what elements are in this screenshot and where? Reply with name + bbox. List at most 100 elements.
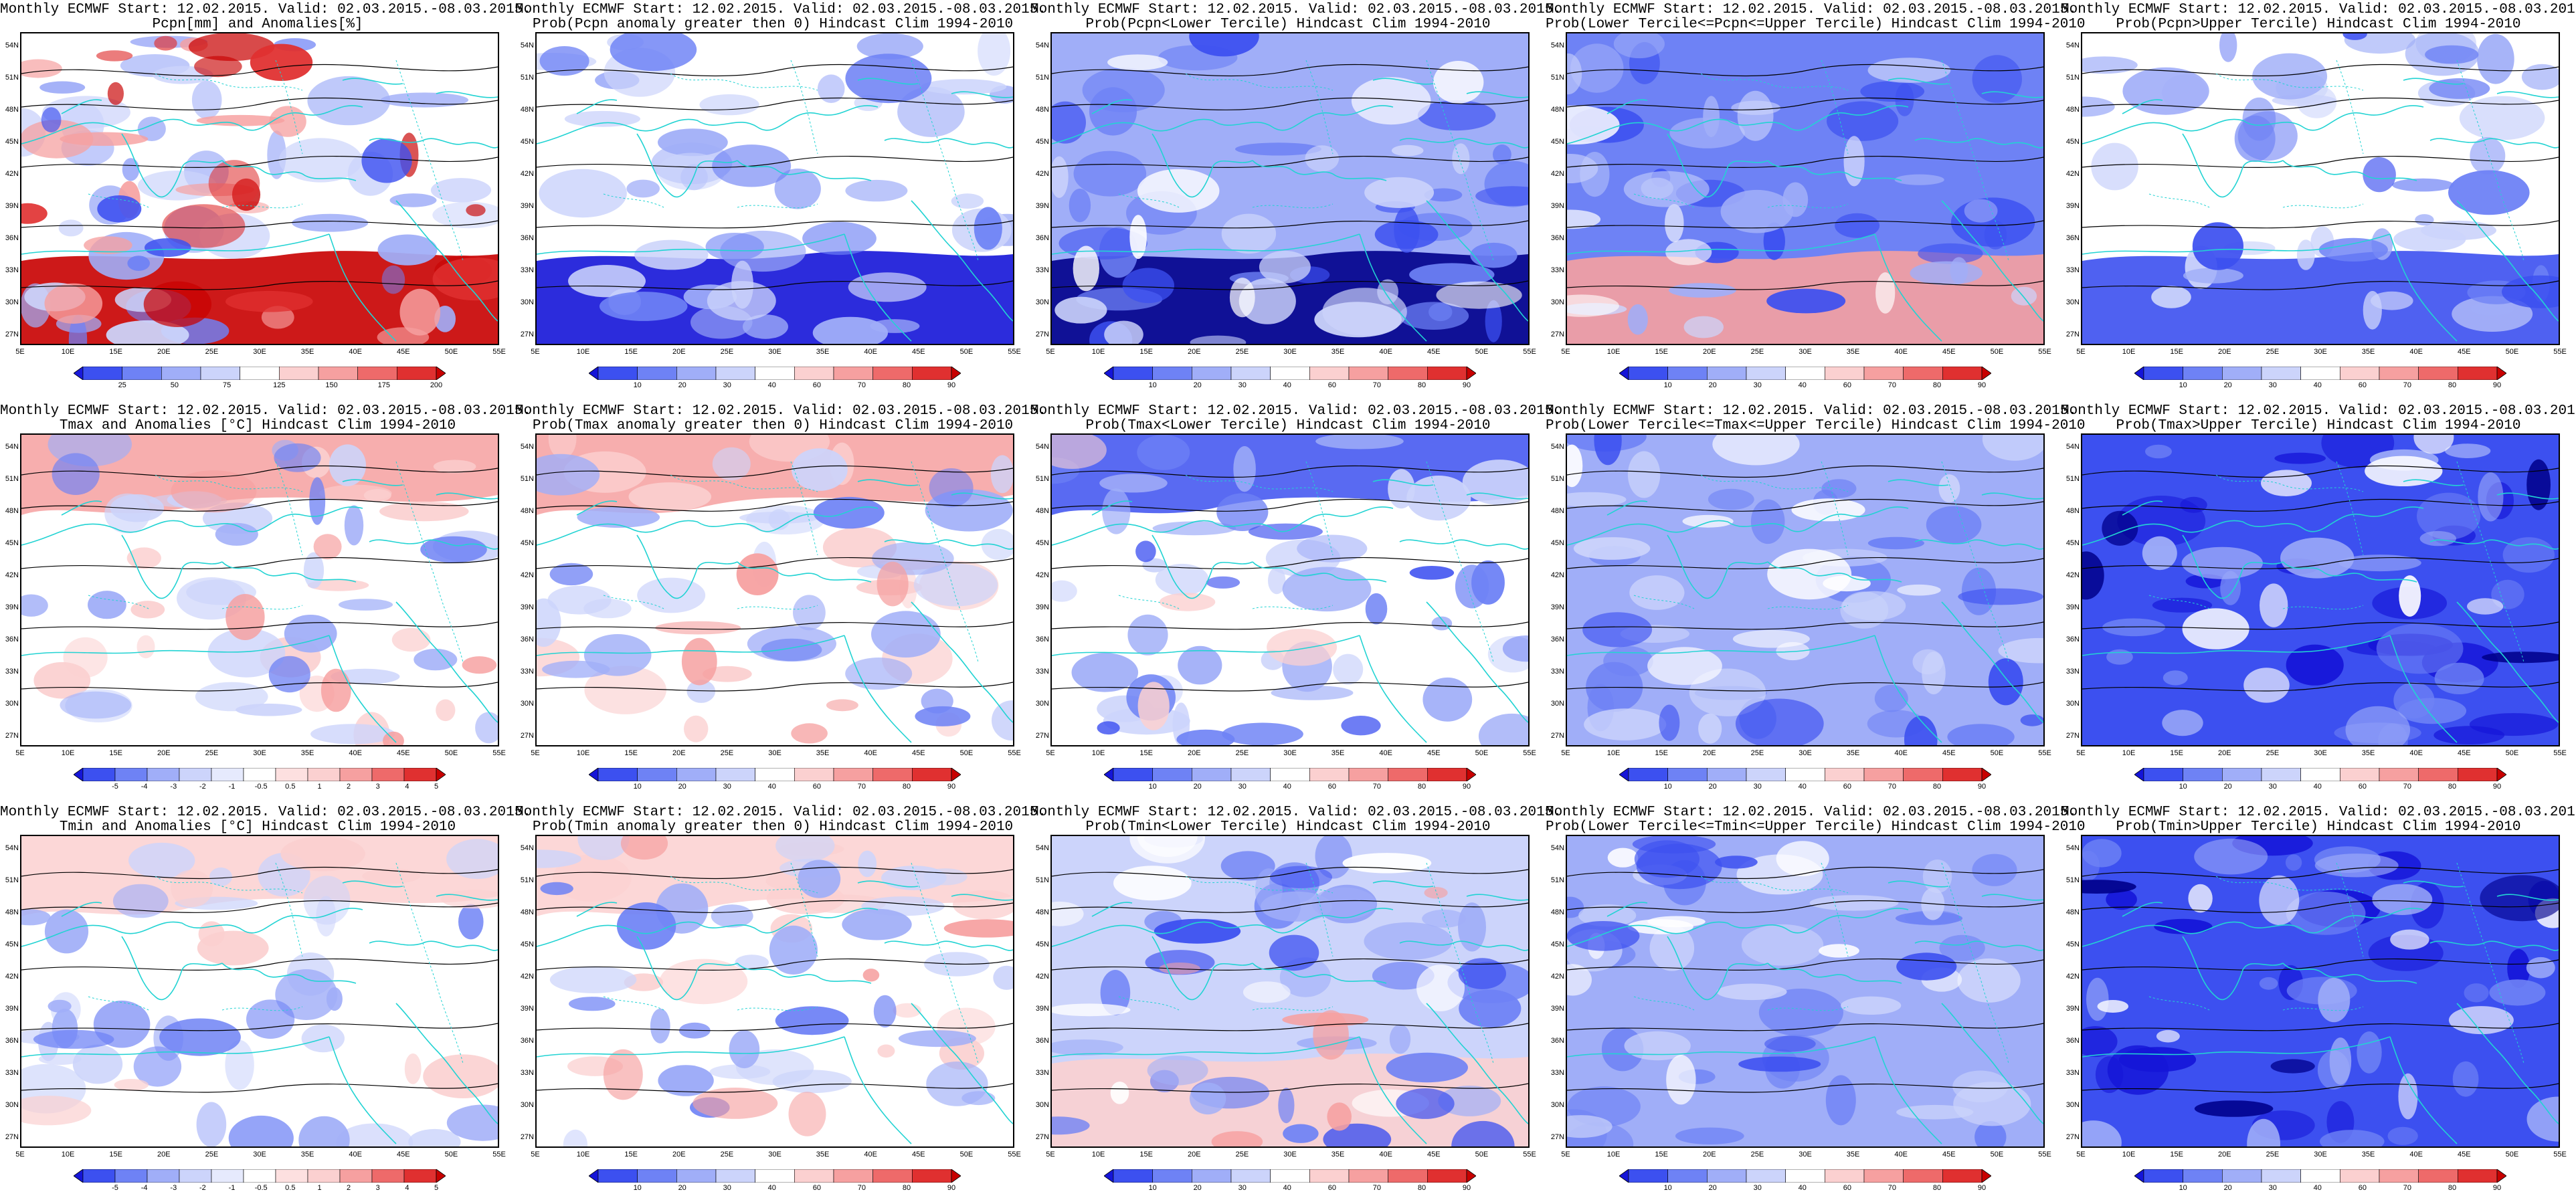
panel-title-line1: Monthly ECMWF Start: 12.02.2015. Valid: … — [515, 403, 1046, 419]
lat-label: 39N — [5, 1005, 19, 1013]
colorbar-tick-label: 10 — [633, 783, 642, 791]
panel-title: Monthly ECMWF Start: 12.02.2015. Valid: … — [0, 404, 531, 433]
map-area — [1050, 835, 1530, 1148]
lon-label: 15E — [624, 1150, 638, 1159]
lat-label: 27N — [2065, 330, 2080, 338]
lon-label: 50E — [959, 348, 974, 356]
lon-label: 20E — [672, 749, 686, 757]
lon-label: 40E — [2409, 1150, 2423, 1159]
colorbar-tick-label: 10 — [633, 1184, 642, 1192]
lat-label: 42N — [2065, 571, 2080, 579]
anomaly-field — [1052, 435, 1528, 745]
lat-label: 48N — [1035, 106, 1049, 114]
lat-label: 48N — [2065, 908, 2080, 916]
lat-label: 45N — [5, 138, 19, 146]
panel-title: Monthly ECMWF Start: 12.02.2015. Valid: … — [1030, 404, 1562, 433]
colorbar-tick-label: 60 — [812, 783, 822, 791]
lat-label: 36N — [2065, 1037, 2080, 1045]
lat-label: 27N — [520, 732, 534, 740]
lon-label: 15E — [1139, 348, 1153, 356]
colorbar-tick-label: 90 — [1462, 1184, 1471, 1192]
lat-label: 51N — [5, 876, 19, 884]
colorbar-swatches — [589, 1169, 961, 1183]
colorbar-swatches — [2134, 1169, 2506, 1183]
lon-label: 10E — [2122, 1150, 2136, 1159]
lon-label: 35E — [300, 348, 314, 356]
lon-label: 45E — [397, 749, 410, 757]
colorbar-tick-label: 60 — [1843, 1184, 1852, 1192]
lon-label: 15E — [2170, 749, 2183, 757]
colorbar-tick-label: -5 — [112, 1184, 118, 1192]
map-panel: Monthly ECMWF Start: 12.02.2015. Valid: … — [2061, 0, 2576, 401]
anomaly-field — [21, 435, 498, 745]
lon-label: 25E — [1235, 749, 1249, 757]
colorbar-tick-label: -0.5 — [254, 1184, 268, 1192]
colorbar: -5 -4 -3 -2 -1 -0.5 0.5 1 2 3 4 5 — [74, 768, 446, 795]
lon-label: 45E — [2458, 1150, 2471, 1159]
map-panel: Monthly ECMWF Start: 12.02.2015. Valid: … — [1030, 0, 1562, 401]
lon-label: 25E — [720, 1150, 734, 1159]
lon-label: 20E — [157, 348, 171, 356]
panel-title-line2: Prob(Tmax anomaly greater then 0) Hindca… — [532, 418, 1014, 433]
lat-label: 36N — [5, 635, 19, 643]
lat-label: 54N — [2065, 41, 2080, 49]
lat-label: 39N — [1035, 1005, 1049, 1013]
lat-label: 30N — [520, 700, 534, 708]
lon-label: 40E — [1379, 348, 1392, 356]
colorbar-tick-label: 10 — [1148, 783, 1157, 791]
lat-label: 39N — [1550, 603, 1564, 611]
map-area — [1050, 433, 1530, 746]
lon-label: 55E — [2038, 749, 2051, 757]
lon-label: 55E — [492, 1150, 506, 1159]
colorbar-swatches — [2134, 768, 2506, 781]
panel-title-line1: Monthly ECMWF Start: 12.02.2015. Valid: … — [1030, 2, 1562, 17]
lon-label: 55E — [2038, 1150, 2051, 1159]
lat-label: 42N — [1035, 571, 1049, 579]
lat-label: 51N — [2065, 876, 2080, 884]
colorbar-tick-label: 20 — [678, 1184, 686, 1192]
colorbar-swatches — [2134, 367, 2506, 380]
lon-label: 20E — [1703, 348, 1716, 356]
lon-label: 45E — [912, 1150, 925, 1159]
map-area — [20, 32, 499, 345]
lon-label: 45E — [1942, 348, 1956, 356]
colorbar-tick-label: 60 — [1843, 783, 1852, 791]
lon-label: 50E — [1990, 1150, 2004, 1159]
lat-label: 27N — [1035, 330, 1049, 338]
lat-label: 36N — [520, 1037, 534, 1045]
lat-label: 48N — [2065, 507, 2080, 515]
panel-title-line2: Prob(Lower Tercile<=Tmin<=Upper Tercile)… — [1546, 819, 2086, 835]
lon-label: 45E — [1427, 749, 1441, 757]
lon-label: 15E — [109, 348, 122, 356]
lon-label: 5E — [2076, 749, 2086, 757]
panel-title-line1: Monthly ECMWF Start: 12.02.2015. Valid: … — [1030, 805, 1562, 820]
lat-label: 33N — [1550, 1069, 1564, 1077]
lat-label: 39N — [520, 202, 534, 210]
colorbar-tick-label: 80 — [2448, 783, 2457, 791]
lon-label: 30E — [2314, 1150, 2327, 1159]
lon-label: 50E — [1475, 1150, 1489, 1159]
lat-label: 54N — [5, 844, 19, 852]
colorbar-tick-label: 70 — [857, 381, 866, 389]
lat-label: 51N — [1550, 475, 1564, 483]
map-area — [2081, 433, 2560, 746]
lon-label: 30E — [768, 749, 781, 757]
map-area — [20, 433, 499, 746]
lon-label: 50E — [444, 749, 458, 757]
lat-label: 33N — [1550, 668, 1564, 676]
colorbar-tick-label: 20 — [1193, 1184, 1202, 1192]
colorbar-tick-label: 5 — [434, 1184, 439, 1192]
lat-label: 36N — [5, 234, 19, 242]
colorbar-tick-label: 40 — [1798, 381, 1807, 389]
lat-label: 51N — [1550, 74, 1564, 82]
colorbar-tick-label: 90 — [1462, 783, 1471, 791]
panel-title-line2: Prob(Lower Tercile<=Pcpn<=Upper Tercile)… — [1546, 17, 2086, 32]
colorbar-swatches — [1104, 768, 1476, 781]
lon-label: 10E — [1606, 1150, 1621, 1159]
colorbar-swatches — [1619, 367, 1991, 380]
lat-label: 30N — [5, 700, 19, 708]
lon-label: 5E — [1561, 1150, 1570, 1159]
colorbar-tick-label: 3 — [375, 1184, 380, 1192]
lon-label: 35E — [1331, 749, 1345, 757]
colorbar-tick-label: 70 — [857, 1184, 866, 1192]
